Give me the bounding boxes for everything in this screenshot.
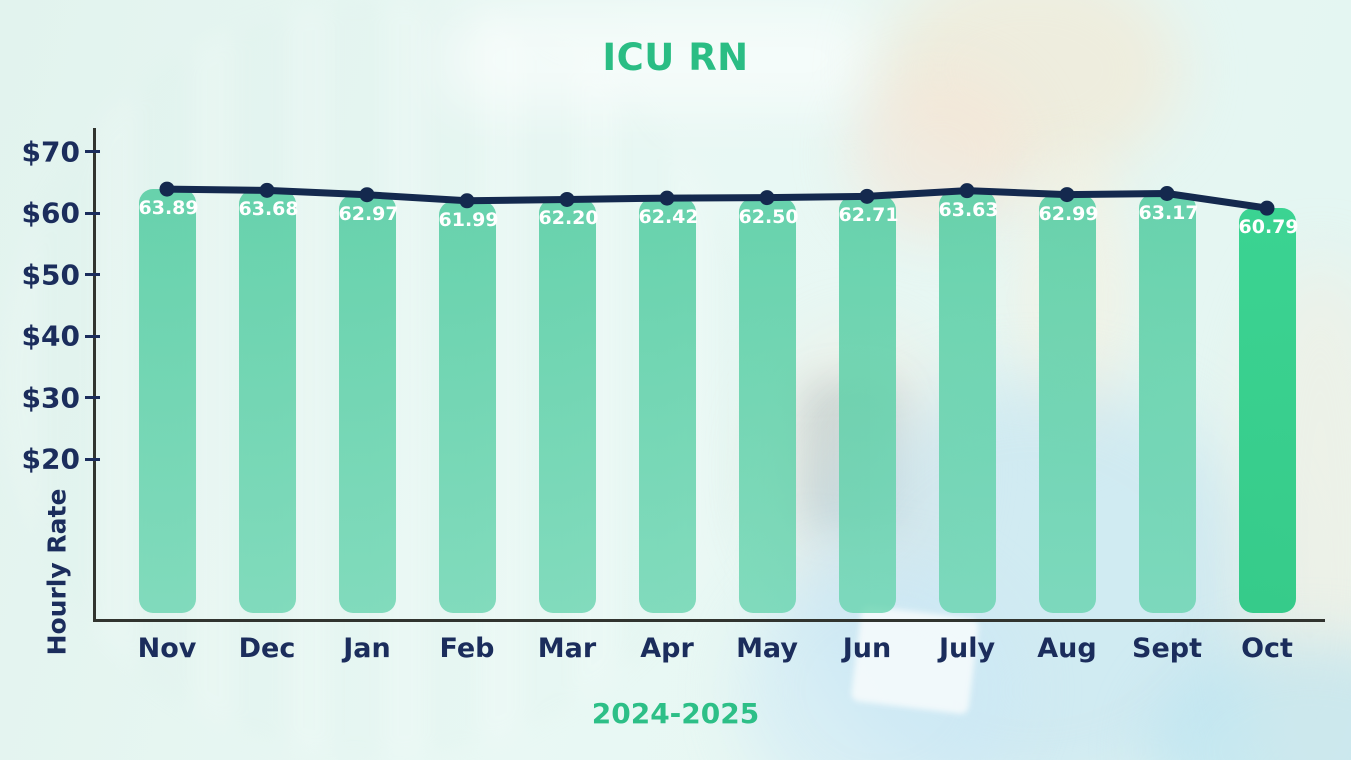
y-axis-line [93, 128, 96, 622]
y-axis-tick-label: $30 [21, 381, 80, 414]
x-axis-label-sept: Sept [1132, 633, 1202, 664]
period-label: 2024-2025 [591, 697, 760, 730]
bar-value-label: 63.63 [938, 198, 999, 221]
y-axis-tick [85, 457, 100, 461]
bar-value-label: 62.20 [538, 207, 599, 230]
y-axis-tick-label: $40 [21, 319, 80, 353]
x-axis-label-jun: Jun [842, 633, 892, 664]
x-axis-line [93, 619, 1325, 622]
bar-value-label: 62.97 [338, 202, 399, 225]
y-axis-tick-label: $20 [21, 442, 80, 476]
x-axis-label-aug: Aug [1037, 633, 1097, 664]
y-axis-tick [85, 211, 100, 215]
bar-mar: 62.20 [538, 199, 599, 613]
bar-value-label: 61.99 [438, 208, 499, 231]
x-axis-label-jan: Jan [343, 633, 391, 664]
bar-value-label: 62.50 [738, 205, 799, 228]
x-axis-label-may: May [736, 633, 798, 664]
y-axis-tick [85, 396, 100, 399]
y-axis-tick [85, 334, 100, 338]
y-axis-tick [85, 150, 100, 153]
y-axis-tick [85, 273, 100, 276]
bar-value-label: 60.79 [1238, 216, 1299, 239]
bar-jun: 62.71 [838, 196, 899, 613]
bar-value-label: 62.42 [638, 206, 699, 229]
bar-oct: 60.79 [1238, 208, 1299, 613]
bar-value-label: 62.71 [838, 204, 899, 227]
chart-title: ICU RN [602, 36, 749, 79]
x-axis-label-apr: Apr [640, 633, 694, 664]
bar-july: 63.63 [938, 190, 999, 613]
bar-may: 62.50 [738, 197, 799, 613]
bar-value-label: 62.99 [1038, 202, 1099, 225]
bar-value-label: 63.17 [1138, 201, 1199, 224]
x-axis-label-nov: Nov [137, 633, 197, 664]
bar-jan: 62.97 [338, 194, 399, 613]
bar-sept: 63.17 [1138, 193, 1199, 613]
y-axis-tick-label: $70 [21, 135, 80, 168]
y-axis-tick-label: $60 [21, 196, 80, 230]
y-axis-tick-label: $50 [21, 258, 80, 291]
bar-value-label: 63.68 [238, 198, 299, 221]
x-axis-label-dec: Dec [238, 633, 296, 664]
bar-dec: 63.68 [238, 190, 299, 613]
x-axis-label-oct: Oct [1241, 633, 1293, 664]
x-axis-label-mar: Mar [537, 633, 597, 664]
bar-aug: 62.99 [1038, 194, 1099, 613]
y-axis-title: Hourly Rate [42, 488, 72, 656]
bar-feb: 61.99 [438, 200, 499, 613]
x-axis-label-july: July [938, 633, 996, 664]
bar-value-label: 63.89 [138, 197, 199, 220]
bar-apr: 62.42 [638, 198, 699, 613]
trend-line [163, 185, 1271, 212]
x-axis-label-feb: Feb [439, 633, 495, 664]
bar-nov: 63.89 [138, 189, 199, 613]
background-photo-hair [880, 0, 1180, 180]
